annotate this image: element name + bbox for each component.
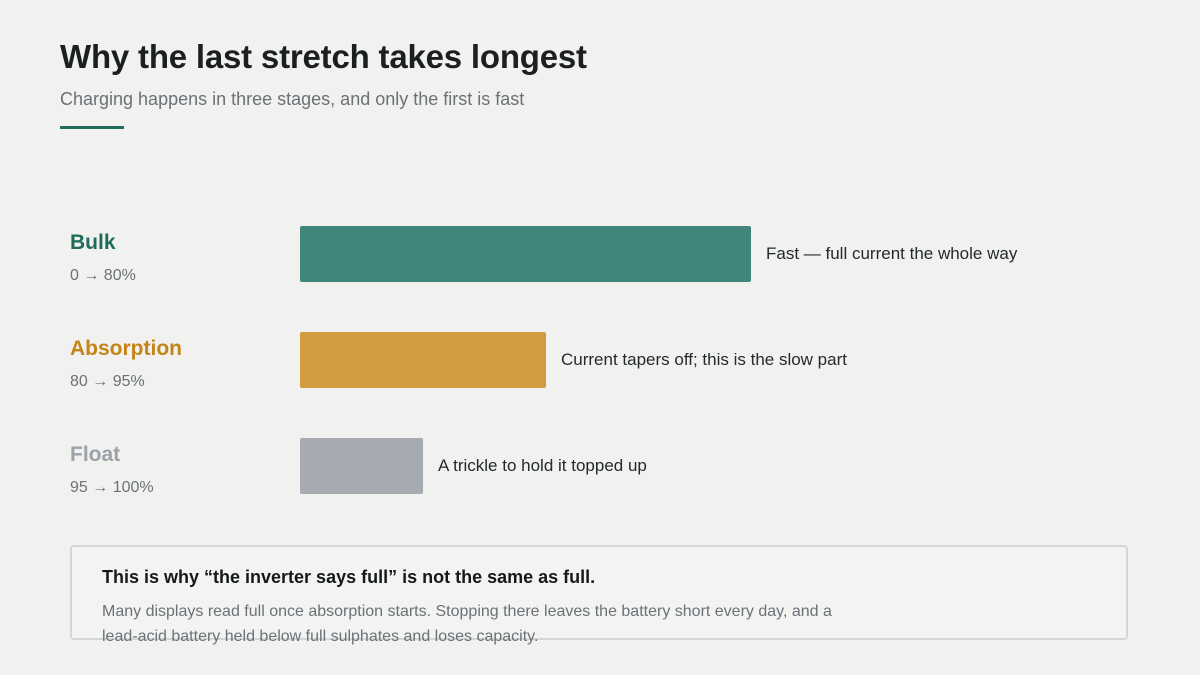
callout-note: This is why “the inverter says full” is …: [70, 545, 1128, 645]
stage-absorption: Absorption 80 → 95% Current tapers off; …: [0, 332, 1200, 417]
stage-range: 80 → 95%: [70, 373, 145, 390]
stage-name: Bulk: [70, 231, 116, 254]
title-accent-rule: [60, 126, 124, 129]
page-title: Why the last stretch takes longest: [60, 38, 587, 75]
stage-description: Current tapers off; this is the slow par…: [561, 350, 847, 369]
stage-bulk: Bulk 0 → 80% Fast — full current the who…: [0, 226, 1200, 311]
stage-bar-float: [300, 438, 423, 494]
note-title: This is why “the inverter says full” is …: [102, 567, 596, 587]
stage-bar-absorption: [300, 332, 546, 388]
page-subtitle: Charging happens in three stages, and on…: [60, 89, 525, 109]
stage-bar-bulk: [300, 226, 751, 282]
stage-float: Float 95 → 100% A trickle to hold it top…: [0, 438, 1200, 523]
stage-range: 95 → 100%: [70, 479, 154, 496]
stage-description: A trickle to hold it topped up: [438, 456, 647, 475]
stage-name: Float: [70, 443, 121, 466]
stage-description: Fast — full current the whole way: [766, 244, 1018, 263]
stage-range: 0 → 80%: [70, 267, 136, 284]
note-body: Many displays read full once absorption …: [102, 603, 832, 645]
stage-name: Absorption: [70, 337, 182, 360]
